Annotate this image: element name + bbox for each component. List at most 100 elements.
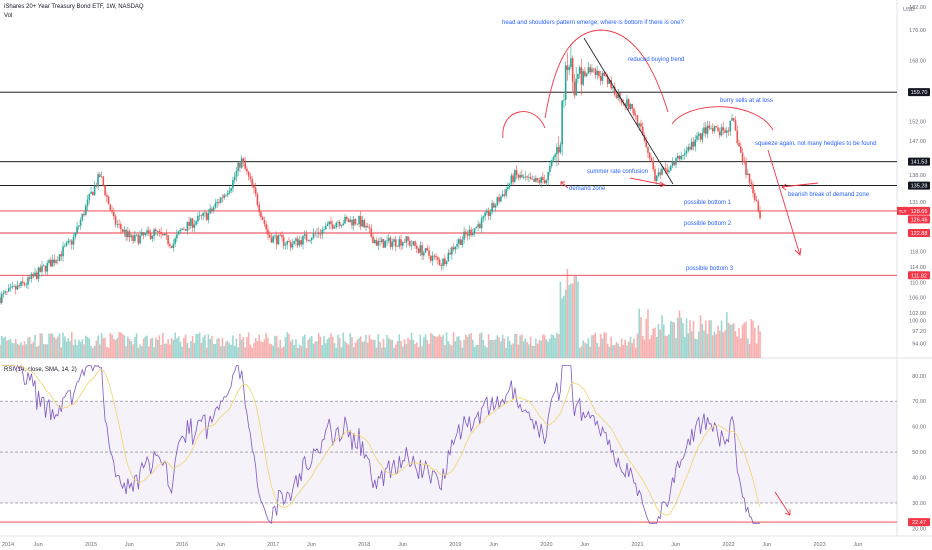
- candle-body: [37, 267, 40, 279]
- candle-body: [710, 128, 712, 129]
- volume-bar: [603, 332, 605, 358]
- volume-bar: [314, 341, 317, 358]
- volume-bar: [515, 333, 518, 358]
- candle-body: [547, 171, 549, 181]
- price-tick-label: 131.00: [909, 200, 926, 206]
- volume-bar: [468, 334, 471, 358]
- volume-bar: [589, 346, 591, 358]
- volume-bar: [93, 345, 96, 358]
- volume-bar: [739, 338, 742, 358]
- candle-body: [676, 155, 679, 159]
- volume-bar: [521, 334, 523, 358]
- candle-body: [752, 184, 754, 194]
- candle-body: [459, 239, 462, 245]
- volume-bar: [699, 315, 702, 358]
- candle-body: [349, 219, 352, 223]
- volume-bar: [669, 320, 672, 358]
- candle-body: [310, 238, 313, 241]
- rsi-tick-label: 20.00: [912, 526, 926, 532]
- volume-bar: [715, 334, 718, 358]
- candle-body: [48, 259, 50, 263]
- volume-bar: [725, 312, 728, 358]
- volume-bar: [310, 335, 313, 358]
- price-badge-label: 126.46: [911, 217, 928, 223]
- volume-bar: [97, 335, 99, 358]
- candle-body: [373, 240, 376, 244]
- volume-bar: [433, 335, 436, 358]
- volume-bar: [27, 337, 29, 358]
- candle-body: [319, 234, 322, 235]
- candle-body: [181, 228, 183, 231]
- candle-body: [328, 221, 331, 225]
- candle-body: [309, 240, 311, 242]
- candle-body: [645, 140, 648, 148]
- candle-body: [437, 257, 439, 260]
- volume-bar: [673, 322, 676, 358]
- candle-body: [484, 212, 486, 217]
- price-badge-label: 128.66: [911, 209, 928, 215]
- volume-bar: [207, 334, 210, 358]
- volume-bar: [419, 334, 422, 358]
- candle-body: [480, 218, 483, 229]
- candle-body: [759, 210, 761, 219]
- right-shoulder-curve: [671, 106, 774, 131]
- volume-bar: [356, 339, 359, 358]
- candle-body: [205, 212, 208, 220]
- volume-bar: [181, 346, 183, 358]
- volume-bar: [641, 335, 644, 358]
- candle-body: [265, 224, 267, 230]
- price-tick-label: 100.00: [909, 319, 926, 325]
- volume-bar: [734, 331, 737, 358]
- volume-bar: [23, 341, 26, 358]
- candle-body: [738, 143, 740, 147]
- volume-bar: [226, 340, 229, 358]
- volume-bar: [652, 328, 655, 358]
- volume-label: Vol: [4, 13, 12, 19]
- candle-body: [240, 158, 243, 168]
- candle-body: [211, 208, 213, 211]
- volume-bar: [55, 338, 57, 358]
- volume-bar: [662, 324, 665, 358]
- price-badge-label: 159.70: [911, 90, 928, 96]
- candle-body: [67, 240, 70, 243]
- candle-body: [706, 125, 709, 134]
- candle-body: [223, 194, 225, 198]
- volume-bar: [472, 339, 474, 358]
- volume-bar: [90, 345, 92, 358]
- candle-body: [221, 197, 224, 199]
- volume-bar: [580, 346, 583, 358]
- volume-bar: [458, 336, 460, 358]
- volume-bar: [500, 341, 502, 358]
- candle-body: [286, 241, 289, 245]
- volume-bar: [179, 341, 182, 358]
- candle-body: [650, 158, 653, 162]
- candle-body: [338, 222, 341, 226]
- volume-bar: [7, 339, 10, 358]
- time-tick-label: Jun: [125, 542, 134, 548]
- candle-body: [174, 238, 176, 244]
- candle-body: [232, 179, 234, 189]
- candle-body: [300, 240, 303, 245]
- volume-bar: [424, 334, 427, 358]
- volume-bar: [11, 342, 14, 358]
- candle-body: [456, 243, 458, 247]
- volume-bar: [505, 347, 507, 358]
- price-badge: [908, 271, 930, 280]
- candle-body: [384, 241, 387, 248]
- candle-body: [557, 147, 560, 153]
- candle-body: [58, 254, 61, 261]
- candle-body: [121, 229, 124, 232]
- volume-bar: [368, 334, 371, 358]
- volume-bar: [571, 283, 574, 358]
- volume-bar: [242, 337, 245, 358]
- candle-body: [216, 201, 218, 204]
- candle-body: [552, 157, 555, 161]
- volume-bar: [230, 344, 232, 358]
- volume-bar: [296, 347, 299, 358]
- candle-body: [368, 227, 371, 229]
- candle-body: [612, 86, 614, 89]
- candle-body: [56, 260, 59, 261]
- volume-bar: [461, 347, 464, 358]
- volume-bar: [209, 339, 211, 358]
- candle-body: [219, 197, 222, 203]
